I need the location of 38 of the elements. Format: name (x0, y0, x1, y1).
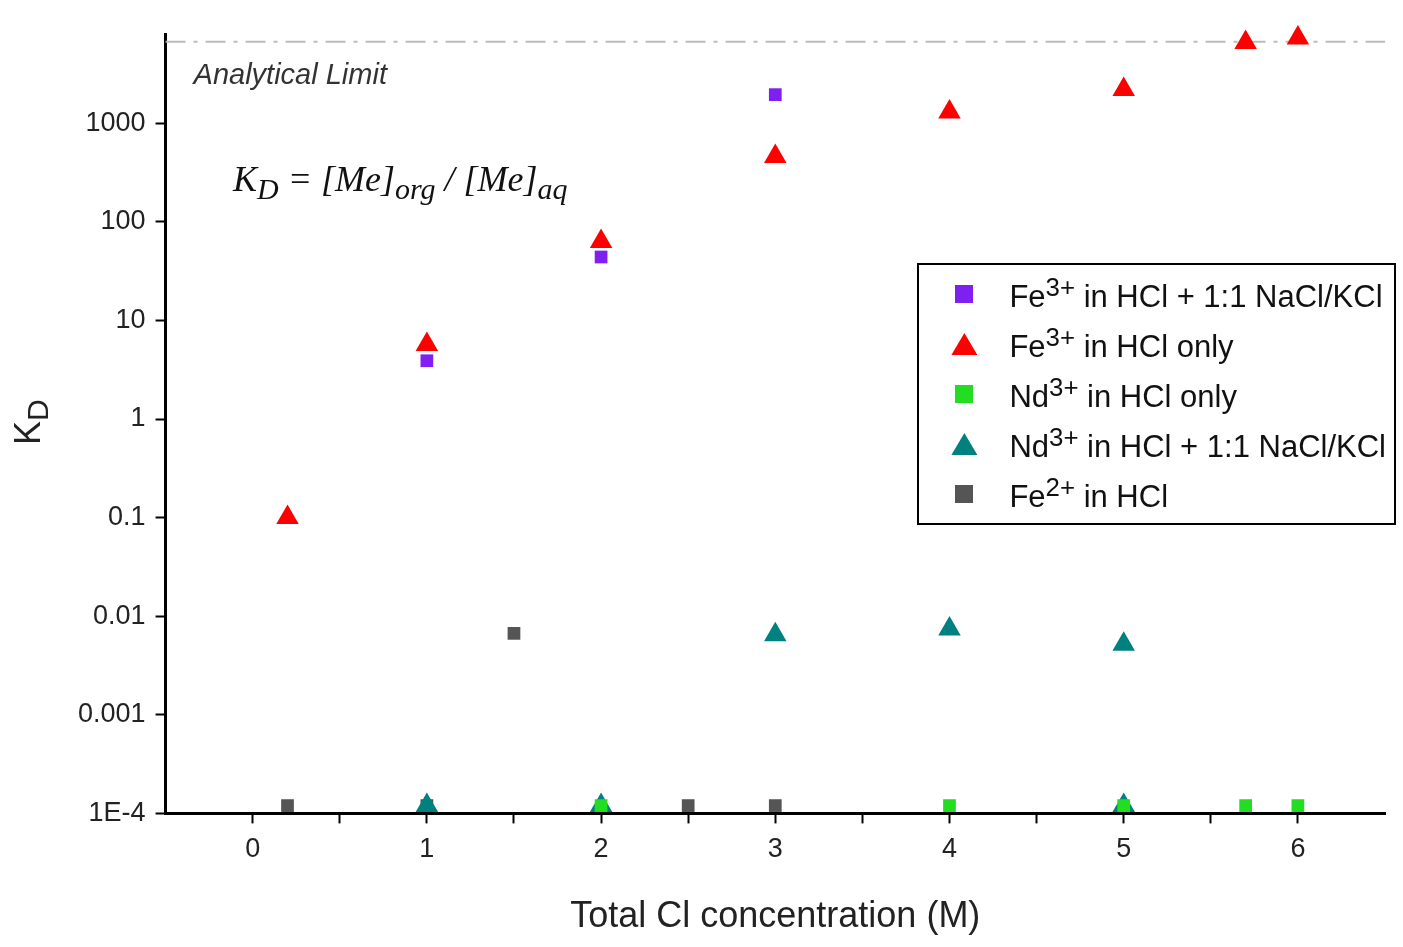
x-tick-label: 5 (1116, 833, 1132, 864)
point (1239, 799, 1252, 812)
x-tick-label: 4 (941, 833, 957, 864)
x-axis-title: Total Cl concentration (M) (570, 894, 981, 936)
y-tick-label: 10 (115, 303, 146, 334)
point (281, 799, 294, 812)
y-tick-label: 1E-4 (88, 796, 146, 827)
y-tick-label: 0.01 (93, 599, 146, 630)
point (415, 331, 439, 351)
y-tick-label: 1000 (85, 106, 146, 137)
x-tick-label: 1 (419, 833, 435, 864)
point (1291, 799, 1305, 812)
y-tick-label: 0.1 (108, 501, 146, 532)
point (507, 627, 521, 640)
y-tick-label: 1 (130, 402, 146, 433)
legend-label: Nd$^{3+}$ in HCl only (1009, 372, 1237, 416)
point (276, 504, 299, 525)
x-tick-label: 0 (245, 833, 261, 864)
point (589, 228, 613, 249)
x-tick-label: 2 (593, 833, 609, 864)
point (768, 799, 782, 812)
legend-label: Fe$^{2+}$ in HCl (1009, 472, 1169, 516)
point (1112, 76, 1135, 96)
point (943, 799, 956, 812)
point (681, 799, 695, 812)
y-tick-label: 0.001 (77, 698, 146, 729)
y-tick-label: 100 (100, 205, 146, 236)
point (1286, 25, 1310, 45)
point (764, 143, 787, 163)
point (1234, 29, 1257, 49)
legend-label: Fe$^{3+}$ in HCl + 1:1 NaCl/KCl (1009, 272, 1383, 316)
annotation: K$_{D}$ = [Me]$_{org}$ / [Me]$_{aq}$ (233, 158, 568, 207)
ref-line-label: Analytical Limit (191, 58, 389, 91)
x-tick-label: 6 (1290, 833, 1306, 864)
legend-label: Fe$^{3+}$ in HCl only (1009, 322, 1234, 366)
x-tick-label: 3 (767, 833, 783, 864)
point (938, 99, 961, 119)
legend-label: Nd$^{3+}$ in HCl + 1:1 NaCl/KCl (1009, 422, 1386, 466)
